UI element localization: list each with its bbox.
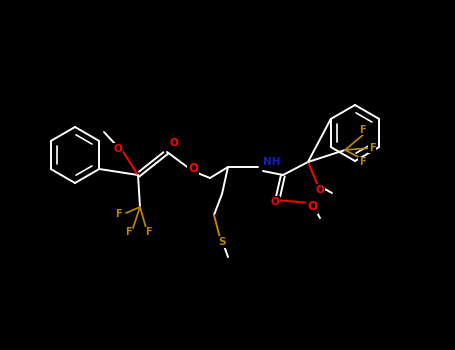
Text: O: O (114, 144, 122, 154)
Text: F: F (359, 157, 365, 167)
Text: O: O (316, 185, 324, 195)
Text: F: F (369, 143, 375, 153)
Text: F: F (125, 227, 131, 237)
Text: O: O (188, 161, 198, 175)
Text: O: O (271, 197, 279, 207)
Text: O: O (170, 138, 178, 148)
Text: O: O (307, 201, 317, 214)
Text: F: F (145, 227, 152, 237)
Text: NH: NH (263, 157, 280, 167)
Text: F: F (359, 125, 365, 135)
Text: S: S (218, 237, 226, 247)
Text: F: F (115, 209, 121, 219)
